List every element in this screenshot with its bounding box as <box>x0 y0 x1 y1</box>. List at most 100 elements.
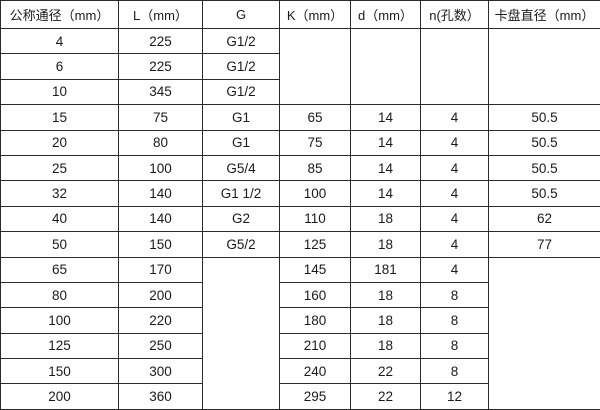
table-cell: 14 <box>350 104 421 131</box>
table-cell: 181 <box>350 256 421 283</box>
table-cell: G1 <box>202 104 280 131</box>
table-cell: 250 <box>118 332 203 360</box>
header-G: G <box>202 0 280 29</box>
table-cell: 210 <box>279 332 351 360</box>
table-row: 4 225 G1/2 <box>0 27 600 106</box>
table-cell: G1/2 <box>202 53 280 80</box>
table-cell: G1 1/2 <box>202 180 280 207</box>
table-cell: 140 <box>118 180 203 207</box>
table-cell: 40 <box>0 205 119 233</box>
table-cell: 240 <box>279 358 351 385</box>
header-nominal-diameter: 公称通径（mm） <box>0 0 119 29</box>
table-cell: 220 <box>118 307 203 334</box>
table-cell: 85 <box>279 154 351 182</box>
table-cell: 4 <box>420 154 489 182</box>
table-cell: 18 <box>350 332 421 360</box>
table-header-row: 公称通径（mm） L（mm） G K（mm） d（mm） n(孔数） 卡盘直径（… <box>0 0 600 29</box>
table-cell: 4 <box>420 104 489 131</box>
header-n-holes: n(孔数） <box>420 0 489 29</box>
table-cell: 4 <box>0 27 119 55</box>
table-cell: 140 <box>118 205 203 233</box>
table-cell: 50.5 <box>488 154 600 182</box>
table-cell: 100 <box>0 307 119 334</box>
header-L: L（mm） <box>118 0 203 29</box>
table-cell: 225 <box>118 53 203 80</box>
table-row: 10 345 G1/2 <box>0 78 600 106</box>
table-cell: 14 <box>350 180 421 207</box>
table-cell: 50 <box>0 231 119 258</box>
table-cell: 295 <box>279 383 351 410</box>
table-cell: 18 <box>350 205 421 233</box>
table-cell: 150 <box>118 231 203 258</box>
table-cell: 110 <box>279 205 351 233</box>
table-cell: 75 <box>279 129 351 156</box>
table-cell: G5/2 <box>202 231 280 258</box>
table-cell: 100 <box>118 154 203 182</box>
table-row: 25 100 G5/4 85 14 4 50.5 <box>0 154 600 182</box>
table-cell: 145 <box>279 256 351 283</box>
table-cell: 160 <box>279 281 351 309</box>
table-cell: 8 <box>420 281 489 309</box>
table-row: 100 220 180 18 8 <box>0 307 600 334</box>
table-cell: 180 <box>279 307 351 334</box>
table-row: 50 150 G5/2 125 18 4 77 <box>0 231 600 258</box>
table-cell <box>488 27 600 106</box>
table-row: 6 225 G1/2 <box>0 53 600 80</box>
table-cell: 80 <box>118 129 203 156</box>
table-cell: G1 <box>202 129 280 156</box>
table-cell: 200 <box>0 383 119 410</box>
table-cell: 4 <box>420 231 489 258</box>
table-cell: 300 <box>118 358 203 385</box>
table-cell: 200 <box>118 281 203 309</box>
table-cell: 10 <box>0 78 119 106</box>
table-cell: G1/2 <box>202 27 280 55</box>
table-cell: 77 <box>488 231 600 258</box>
table-cell: 150 <box>0 358 119 385</box>
table-cell: 18 <box>350 231 421 258</box>
table-row: 150 300 240 22 8 <box>0 358 600 385</box>
table-cell <box>420 27 489 106</box>
table-cell: 14 <box>350 129 421 156</box>
table-cell <box>350 27 421 106</box>
table-cell: 75 <box>118 104 203 131</box>
table-cell: 125 <box>279 231 351 258</box>
header-d: d（mm） <box>350 0 421 29</box>
table-cell: 50.5 <box>488 180 600 207</box>
table-cell: 18 <box>350 307 421 334</box>
table-cell: 6 <box>0 53 119 80</box>
table-row: 65 170 145 181 4 <box>0 256 600 410</box>
table-cell: 345 <box>118 78 203 106</box>
table-cell: 50.5 <box>488 104 600 131</box>
table-row: 32 140 G1 1/2 100 14 4 50.5 <box>0 180 600 207</box>
table-cell: 22 <box>350 383 421 410</box>
table-cell: 4 <box>420 129 489 156</box>
table-cell <box>279 27 351 106</box>
table-cell: 8 <box>420 358 489 385</box>
header-K: K（mm） <box>279 0 351 29</box>
table-cell: 32 <box>0 180 119 207</box>
table-cell: 65 <box>0 256 119 283</box>
table-row: 125 250 210 18 8 <box>0 332 600 360</box>
table-cell: 8 <box>420 332 489 360</box>
header-chuck-diameter: 卡盘直径（mm） <box>488 0 600 29</box>
table-cell: 8 <box>420 307 489 334</box>
table-row: 40 140 G2 110 18 4 62 <box>0 205 600 233</box>
table-cell: G1/2 <box>202 78 280 106</box>
table-cell: 360 <box>118 383 203 410</box>
table-body: 4 225 G1/2 6 225 G1/2 10 345 G1/2 15 75 G1 65 14 4 50.5… <box>0 27 600 410</box>
table-cell: 4 <box>420 205 489 233</box>
table-cell: 100 <box>279 180 351 207</box>
table-cell: 18 <box>350 281 421 309</box>
table-row: 200 360 295 22 12 <box>0 383 600 410</box>
table-cell <box>488 256 600 410</box>
table-cell: 62 <box>488 205 600 233</box>
table-cell: 14 <box>350 154 421 182</box>
table-row: 15 75 G1 65 14 4 50.5 <box>0 104 600 131</box>
table-cell: G2 <box>202 205 280 233</box>
table-cell: 170 <box>118 256 203 283</box>
table-cell: 4 <box>420 256 489 283</box>
table-cell: 50.5 <box>488 129 600 156</box>
table-cell: 125 <box>0 332 119 360</box>
